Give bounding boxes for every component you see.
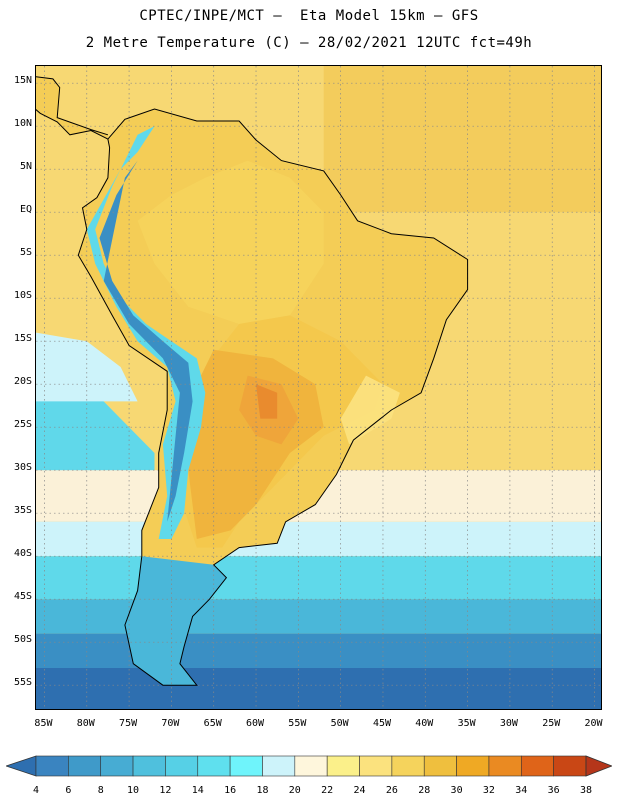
latitude-tick-label: 15N: [13, 75, 32, 87]
colorbar-tick-label: 10: [127, 785, 140, 796]
ocean-band-14c: [36, 556, 601, 600]
latitude-tick-label: 5S: [19, 247, 32, 259]
temperature-colorbar: [6, 755, 612, 777]
latitude-tick-label: 15S: [13, 333, 32, 345]
pacific-transition: [36, 332, 138, 402]
longitude-tick-label: 50W: [330, 718, 349, 729]
ocean-band-8c: [36, 633, 601, 668]
ocean-band-6c: [36, 668, 601, 709]
colorbar-tick-label: 28: [418, 785, 431, 796]
latitude-tick-label: 5N: [19, 161, 32, 173]
colorbar-swatch: [132, 755, 166, 777]
colorbar-tick-label: 32: [482, 785, 495, 796]
longitude-tick-label: 80W: [76, 718, 95, 729]
coastlines: [36, 76, 469, 686]
longitude-tick-label: 75W: [119, 718, 138, 729]
colorbar-tick-label: 34: [515, 785, 528, 796]
colorbar-tick-label: 20: [288, 785, 301, 796]
longitude-tick-label: 45W: [372, 718, 391, 729]
latitude-tick-label: 35S: [13, 505, 32, 517]
colorbar-tick-label: 38: [579, 785, 593, 796]
latitude-tick-label: 10N: [13, 118, 32, 130]
central-america-coastline: [36, 76, 109, 140]
longitude-tick-label: 20W: [584, 718, 603, 729]
temp-zone-26c: [137, 160, 324, 324]
longitude-tick-label: 70W: [161, 718, 180, 729]
colorbar-tick-label: 18: [256, 785, 269, 796]
longitude-tick-label: 60W: [245, 718, 265, 729]
latitude-tick-label: 20S: [13, 376, 32, 388]
map-subtitle: 2 Metre Temperature (C) – 28/02/2021 12U…: [85, 35, 533, 51]
patagonia-cool: [124, 556, 227, 686]
colorbar-min-arrow: [6, 755, 37, 777]
longitude-tick-label: 65W: [203, 718, 222, 729]
colorbar-tick-label: 24: [353, 785, 366, 796]
colorbar-swatch: [197, 755, 231, 777]
colorbar-swatch: [68, 755, 102, 777]
map-title: CPTEC/INPE/MCT – Eta Model 15km – GFS: [139, 8, 479, 24]
colorbar-tick-label: 30: [450, 785, 463, 796]
colorbar-swatch: [326, 755, 360, 777]
colorbar-swatch: [294, 755, 328, 777]
colorbar-swatch: [35, 755, 69, 777]
longitude-tick-label: 85W: [34, 718, 53, 729]
latitude-tick-label: 55S: [13, 677, 32, 689]
colorbar-tick-label: 26: [385, 785, 398, 796]
latitude-tick-label: 40S: [13, 548, 32, 560]
latitude-tick-label: 25S: [13, 419, 32, 431]
colorbar-tick-label: 36: [547, 785, 560, 796]
longitude-tick-label: 55W: [288, 718, 307, 729]
longitude-tick-label: 25W: [542, 718, 561, 729]
colorbar-swatch: [423, 755, 457, 777]
colorbar-swatch: [391, 755, 425, 777]
latitude-tick-label: 50S: [13, 634, 32, 646]
andes-zone-12c: [99, 160, 193, 522]
latitude-tick-label: 45S: [13, 591, 32, 603]
colorbar-tick-label: 12: [159, 785, 172, 796]
latitude-tick-label: EQ: [19, 204, 32, 216]
ocean-band-18c: [36, 521, 601, 557]
colorbar-swatch: [262, 755, 296, 777]
longitude-tick-label: 30W: [499, 718, 518, 729]
ocean-band-12c: [36, 599, 601, 634]
temperature-map: [36, 66, 601, 709]
colorbar-tick-label: 22: [321, 785, 334, 796]
longitude-tick-label: 35W: [457, 718, 476, 729]
longitude-tick-label: 40W: [415, 718, 434, 729]
colorbar-swatch: [520, 755, 554, 777]
central-america-land: [36, 76, 108, 140]
latitude-tick-label: 10S: [13, 290, 32, 302]
colorbar-tick-label: 16: [224, 785, 237, 796]
north-atlantic: [323, 66, 601, 213]
colorbar-swatch: [488, 755, 522, 777]
colorbar-swatch: [359, 755, 393, 777]
colorbar-tick-label: 6: [65, 785, 72, 796]
lat-lon-grid: [36, 66, 601, 709]
colorbar-swatch: [100, 755, 134, 777]
colorbar-swatch: [229, 755, 263, 777]
latitude-tick-label: 30S: [13, 462, 32, 474]
colorbar-tick-label: 8: [97, 785, 104, 796]
south-america-coastline: [77, 108, 469, 686]
colorbar-max-arrow: [585, 755, 612, 777]
colorbar-tick-label: 4: [32, 785, 40, 796]
map-panel: [35, 65, 602, 710]
temp-zone-34c: [256, 384, 278, 419]
colorbar-tick-label: 14: [191, 785, 204, 796]
colorbar-swatch: [456, 755, 490, 777]
colorbar-swatch: [553, 755, 587, 777]
temperature-zones: [86, 126, 400, 548]
colorbar-swatch: [165, 755, 199, 777]
